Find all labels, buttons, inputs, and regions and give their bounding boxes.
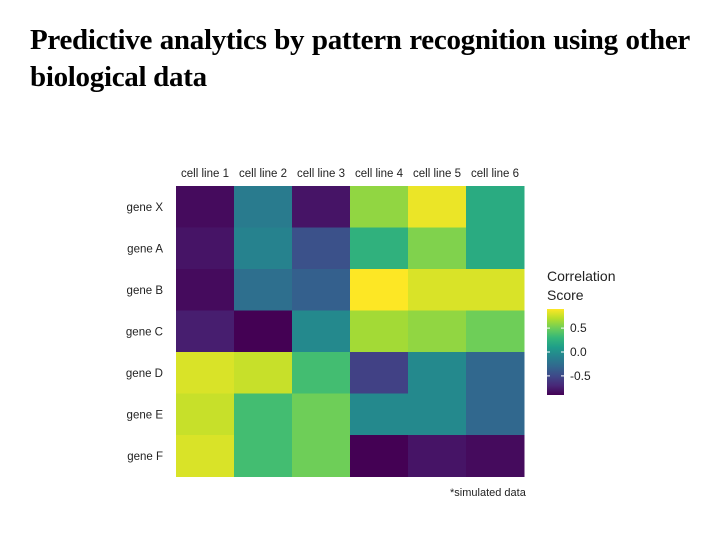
row-label: gene D: [126, 368, 163, 380]
heatmap-cell: [176, 435, 235, 477]
slide-title: Predictive analytics by pattern recognit…: [30, 24, 690, 93]
row-label: gene F: [127, 451, 163, 463]
legend-title: Correlation: [547, 268, 615, 284]
heatmap-cell: [350, 269, 409, 311]
heatmap-cell: [234, 269, 293, 311]
heatmap-cell: [176, 310, 235, 353]
heatmap-cell: [408, 393, 467, 436]
column-labels: cell line 1 cell line 2 cell line 3 cell li…: [181, 168, 519, 180]
heatmap-cell: [234, 435, 293, 477]
legend-tick-label: 0.5: [570, 321, 587, 335]
heatmap-cell: [466, 227, 525, 270]
heatmap-cell: [234, 186, 293, 228]
heatmap-cell: [234, 310, 293, 353]
legend-tick-label: 0.0: [570, 345, 587, 359]
heatmap-cell: [408, 310, 467, 353]
heatmap-cell: [466, 186, 525, 228]
heatmap-cell: [234, 227, 293, 270]
column-label: cell line 5: [413, 168, 461, 180]
heatmap-cell: [176, 352, 235, 394]
heatmap-cell: [292, 352, 351, 394]
heatmap-cell: [466, 393, 525, 436]
heatmap-cell: [176, 269, 235, 311]
heatmap-cell: [292, 227, 351, 270]
heatmap-cell: [234, 393, 293, 436]
heatmap-cell: [408, 435, 467, 477]
heatmap-cell: [292, 435, 351, 477]
heatmap-cell: [466, 435, 525, 477]
heatmap-cells: [176, 186, 525, 477]
heatmap-cell: [350, 435, 409, 477]
heatmap-cell: [176, 186, 235, 228]
column-label: cell line 2: [239, 168, 287, 180]
column-label: cell line 6: [471, 168, 519, 180]
row-label: gene A: [127, 243, 163, 255]
heatmap-cell: [292, 186, 351, 228]
legend-title: Score: [547, 287, 584, 303]
heatmap-cell: [466, 352, 525, 394]
heatmap-cell: [350, 186, 409, 228]
footnote: *simulated data: [450, 487, 526, 499]
legend-colorbar: [547, 309, 564, 395]
heatmap-cell: [176, 393, 235, 436]
heatmap-cell: [350, 393, 409, 436]
column-label: cell line 4: [355, 168, 404, 180]
heatmap-cell: [408, 269, 467, 311]
heatmap-cell: [350, 227, 409, 270]
row-labels: gene X gene A gene B gene C gene D gene E gene…: [126, 202, 163, 463]
heatmap-cell: [466, 269, 525, 311]
heatmap-cell: [408, 227, 467, 270]
heatmap-cell: [350, 310, 409, 353]
row-label: gene E: [127, 409, 164, 421]
row-label: gene B: [127, 285, 164, 297]
heatmap-cell: [350, 352, 409, 394]
heatmap-cell: [408, 352, 467, 394]
row-label: gene X: [127, 202, 164, 214]
heatmap-cell: [292, 393, 351, 436]
column-label: cell line 3: [297, 168, 345, 180]
color-legend: Correlation Score 0.5 0.0 -0.5: [547, 268, 615, 395]
heatmap-cell: [234, 352, 293, 394]
heatmap-cell: [292, 310, 351, 353]
heatmap-cell: [466, 310, 525, 353]
column-label: cell line 1: [181, 168, 229, 180]
heatmap-cell: [408, 186, 467, 228]
legend-tick-label: -0.5: [570, 369, 591, 383]
heatmap-cell: [176, 227, 235, 270]
row-label: gene C: [126, 326, 163, 338]
heatmap-cell: [292, 269, 351, 311]
